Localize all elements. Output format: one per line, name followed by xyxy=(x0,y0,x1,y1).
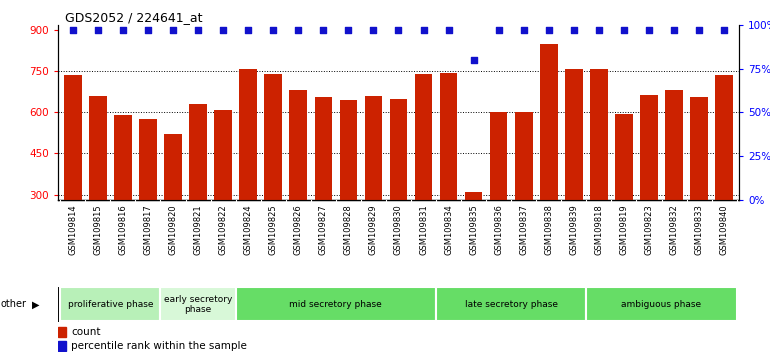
Bar xyxy=(89,96,106,277)
Text: GSM109826: GSM109826 xyxy=(294,204,303,255)
Text: GSM109833: GSM109833 xyxy=(695,204,704,255)
Bar xyxy=(58,327,66,337)
Text: GSM109822: GSM109822 xyxy=(219,204,228,255)
Point xyxy=(567,27,580,33)
Bar xyxy=(715,75,733,277)
Bar xyxy=(114,115,132,277)
Text: GSM109819: GSM109819 xyxy=(619,204,628,255)
Point xyxy=(467,57,480,63)
Text: proliferative phase: proliferative phase xyxy=(68,300,153,309)
Point xyxy=(417,27,430,33)
Point xyxy=(92,27,104,33)
Text: GSM109817: GSM109817 xyxy=(143,204,152,255)
Point xyxy=(593,27,605,33)
Text: ▶: ▶ xyxy=(32,299,40,309)
Point xyxy=(643,27,655,33)
Bar xyxy=(587,287,737,321)
Text: GSM109830: GSM109830 xyxy=(394,204,403,255)
Bar xyxy=(515,113,533,277)
Text: GSM109824: GSM109824 xyxy=(243,204,253,255)
Bar xyxy=(365,96,382,277)
Text: ambiguous phase: ambiguous phase xyxy=(621,300,701,309)
Point xyxy=(668,27,680,33)
Bar xyxy=(58,341,66,351)
Point xyxy=(718,27,730,33)
Point xyxy=(443,27,455,33)
Bar xyxy=(264,74,282,277)
Text: percentile rank within the sample: percentile rank within the sample xyxy=(72,341,247,351)
Point xyxy=(517,27,530,33)
Point xyxy=(367,27,380,33)
Bar xyxy=(640,95,658,277)
Bar xyxy=(239,69,257,277)
Text: GSM109840: GSM109840 xyxy=(720,204,728,255)
Text: GSM109832: GSM109832 xyxy=(670,204,678,255)
Text: GSM109814: GSM109814 xyxy=(69,204,77,255)
Bar xyxy=(590,69,608,277)
Bar xyxy=(691,97,708,277)
Point xyxy=(693,27,705,33)
Bar xyxy=(214,110,232,277)
Point xyxy=(618,27,630,33)
Point xyxy=(242,27,254,33)
Bar xyxy=(665,91,683,277)
Bar xyxy=(164,134,182,277)
Bar xyxy=(60,287,160,321)
Text: GSM109834: GSM109834 xyxy=(444,204,453,255)
Bar xyxy=(540,44,557,277)
Text: late secretory phase: late secretory phase xyxy=(465,300,557,309)
Bar xyxy=(440,73,457,277)
Bar xyxy=(236,287,436,321)
Text: GSM109837: GSM109837 xyxy=(519,204,528,255)
Bar xyxy=(290,91,307,277)
Bar xyxy=(189,104,207,277)
Text: GSM109839: GSM109839 xyxy=(569,204,578,255)
Text: GSM109836: GSM109836 xyxy=(494,204,503,255)
Text: GSM109835: GSM109835 xyxy=(469,204,478,255)
Point xyxy=(267,27,280,33)
Point xyxy=(192,27,204,33)
Bar xyxy=(315,97,332,277)
Text: GSM109818: GSM109818 xyxy=(594,204,604,255)
Text: early secretory
phase: early secretory phase xyxy=(164,295,233,314)
Text: other: other xyxy=(1,299,27,309)
Bar xyxy=(160,287,236,321)
Point xyxy=(117,27,129,33)
Text: GDS2052 / 224641_at: GDS2052 / 224641_at xyxy=(65,11,203,24)
Point xyxy=(392,27,404,33)
Text: GSM109820: GSM109820 xyxy=(169,204,178,255)
Text: GSM109838: GSM109838 xyxy=(544,204,554,255)
Bar xyxy=(139,119,157,277)
Bar xyxy=(390,99,407,277)
Text: GSM109828: GSM109828 xyxy=(344,204,353,255)
Bar xyxy=(565,69,583,277)
Bar xyxy=(490,113,507,277)
Point xyxy=(217,27,229,33)
Bar xyxy=(340,100,357,277)
Point xyxy=(292,27,304,33)
Point xyxy=(342,27,354,33)
Text: GSM109831: GSM109831 xyxy=(419,204,428,255)
Point xyxy=(493,27,505,33)
Bar xyxy=(615,114,633,277)
Text: count: count xyxy=(72,327,101,337)
Point xyxy=(142,27,154,33)
Point xyxy=(317,27,330,33)
Text: GSM109815: GSM109815 xyxy=(93,204,102,255)
Bar xyxy=(465,192,482,277)
Text: mid secretory phase: mid secretory phase xyxy=(290,300,382,309)
Bar xyxy=(436,287,587,321)
Text: GSM109827: GSM109827 xyxy=(319,204,328,255)
Text: GSM109825: GSM109825 xyxy=(269,204,278,255)
Text: GSM109816: GSM109816 xyxy=(119,204,127,255)
Point xyxy=(67,27,79,33)
Text: GSM109823: GSM109823 xyxy=(644,204,654,255)
Point xyxy=(167,27,179,33)
Point xyxy=(543,27,555,33)
Text: GSM109829: GSM109829 xyxy=(369,204,378,255)
Bar xyxy=(64,75,82,277)
Bar xyxy=(415,74,432,277)
Text: GSM109821: GSM109821 xyxy=(193,204,203,255)
